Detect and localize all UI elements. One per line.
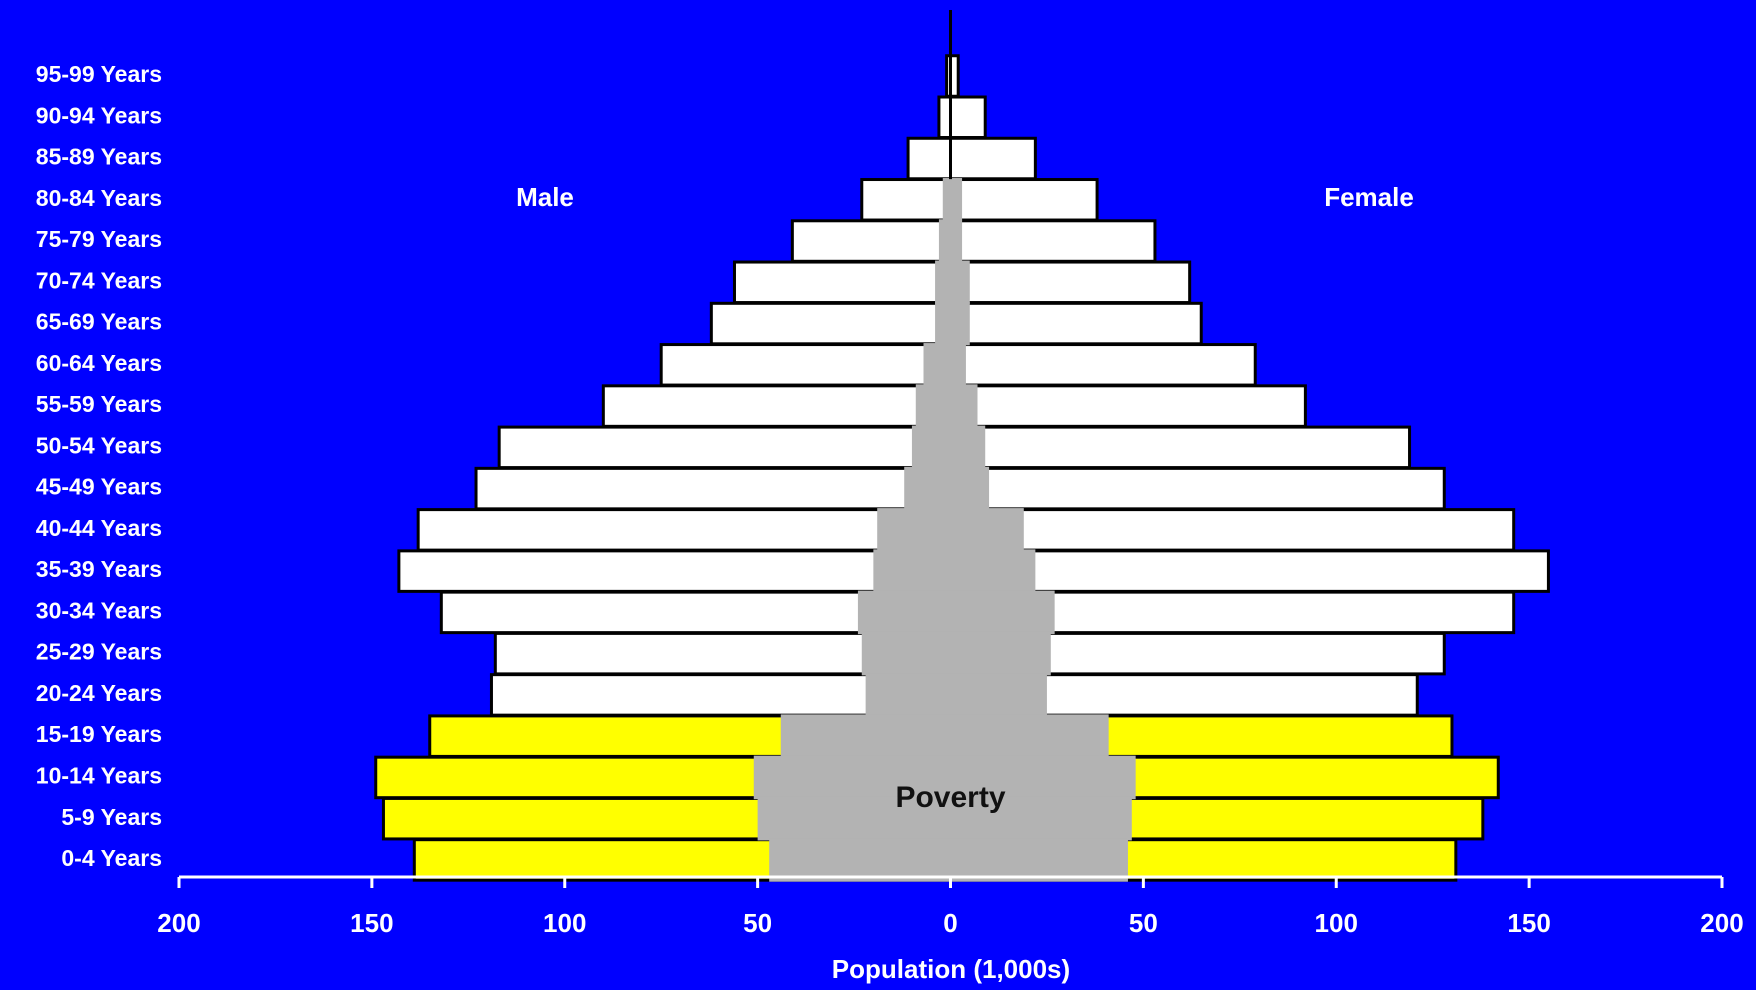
bar	[949, 95, 987, 140]
y-tick-label: 90-94 Years	[36, 102, 162, 128]
y-tick-label: 10-14 Years	[36, 762, 162, 788]
poverty-bar	[904, 466, 951, 511]
poverty-bar	[950, 549, 1036, 593]
y-tick-label: 60-64 Years	[36, 350, 162, 376]
annotation: Poverty	[895, 781, 1005, 814]
x-axis-title: Population (1,000s)	[832, 954, 1070, 984]
poverty-bar	[950, 425, 986, 470]
poverty-bar	[950, 631, 1051, 676]
y-tick-label: 30-34 Years	[36, 597, 162, 623]
bar	[949, 260, 1192, 305]
poverty-bar	[950, 219, 963, 263]
poverty-bar	[950, 384, 978, 428]
poverty-bar	[935, 260, 951, 305]
bar	[416, 508, 953, 552]
poverty-bar	[857, 590, 951, 635]
poverty-bar	[865, 673, 951, 717]
bars	[374, 10, 1550, 882]
bar	[659, 343, 952, 387]
poverty-bar	[950, 508, 1024, 552]
series-label: Female	[1324, 182, 1414, 212]
poverty-bar	[780, 714, 951, 758]
bar	[949, 425, 1412, 470]
x-tick-label: 50	[1129, 908, 1158, 938]
poverty-bar	[935, 301, 951, 346]
x-tick-label: 200	[1700, 908, 1743, 938]
bar	[732, 260, 952, 305]
y-tick-label: 85-89 Years	[36, 144, 162, 170]
x-tick-label: 100	[543, 908, 586, 938]
bar	[949, 178, 1099, 222]
bar	[709, 301, 953, 346]
bar	[497, 425, 952, 470]
poverty-bar	[950, 673, 1047, 717]
poverty-bar	[950, 755, 1136, 800]
y-tick-label: 70-74 Years	[36, 267, 162, 293]
x-tick-label: 150	[350, 908, 393, 938]
y-tick-label: 95-99 Years	[36, 61, 162, 87]
series-label: Male	[516, 182, 574, 212]
poverty-bar	[873, 549, 951, 593]
y-tick-label: 15-19 Years	[36, 721, 162, 747]
bar	[949, 466, 1446, 511]
y-tick-label: 25-29 Years	[36, 639, 162, 665]
poverty-bar	[950, 590, 1055, 635]
poverty-bar	[877, 508, 951, 552]
y-tick-label: 40-44 Years	[36, 515, 162, 541]
bar	[601, 384, 952, 428]
y-tick-label: 45-49 Years	[36, 474, 162, 500]
y-tick-label: 50-54 Years	[36, 432, 162, 458]
x-tick-label: 100	[1315, 908, 1358, 938]
bar	[949, 549, 1550, 593]
y-tick-label: 20-24 Years	[36, 680, 162, 706]
poverty-bar	[915, 384, 951, 428]
poverty-bar	[950, 466, 990, 511]
bar	[860, 178, 953, 222]
bar	[474, 466, 952, 511]
bar	[949, 301, 1203, 346]
bar	[949, 508, 1516, 552]
poverty-bar	[938, 219, 951, 263]
poverty-bar	[950, 343, 966, 387]
poverty-bar	[950, 838, 1128, 882]
poverty-bar	[942, 178, 951, 222]
poverty-bar	[950, 796, 1132, 841]
y-tick-label: 0-4 Years	[61, 845, 162, 871]
bar	[949, 384, 1307, 428]
y-tick-label: 55-59 Years	[36, 391, 162, 417]
x-tick-label: 150	[1507, 908, 1550, 938]
poverty-bar	[769, 838, 951, 882]
bar	[906, 136, 953, 181]
poverty-bar	[757, 796, 951, 841]
poverty-bar	[950, 714, 1109, 758]
y-tick-label: 65-69 Years	[36, 309, 162, 335]
poverty-bar	[861, 631, 951, 676]
y-tick-label: 5-9 Years	[61, 804, 162, 830]
poverty-bar	[950, 301, 970, 346]
poverty-bar	[950, 178, 963, 222]
y-tick-label: 80-84 Years	[36, 185, 162, 211]
bar	[949, 343, 1257, 387]
poverty-bar	[950, 260, 970, 305]
y-tick-label: 35-39 Years	[36, 556, 162, 582]
x-tick-label: 200	[157, 908, 200, 938]
y-tick-label: 75-79 Years	[36, 226, 162, 252]
bar	[949, 136, 1037, 181]
poverty-bar	[923, 343, 951, 387]
bar	[949, 219, 1157, 263]
bar	[397, 549, 952, 593]
bar	[790, 219, 953, 263]
poverty-bar	[753, 755, 951, 800]
x-tick-label: 0	[943, 908, 957, 938]
bar	[937, 95, 952, 140]
poverty-bar	[911, 425, 951, 470]
x-tick-label: 50	[743, 908, 772, 938]
